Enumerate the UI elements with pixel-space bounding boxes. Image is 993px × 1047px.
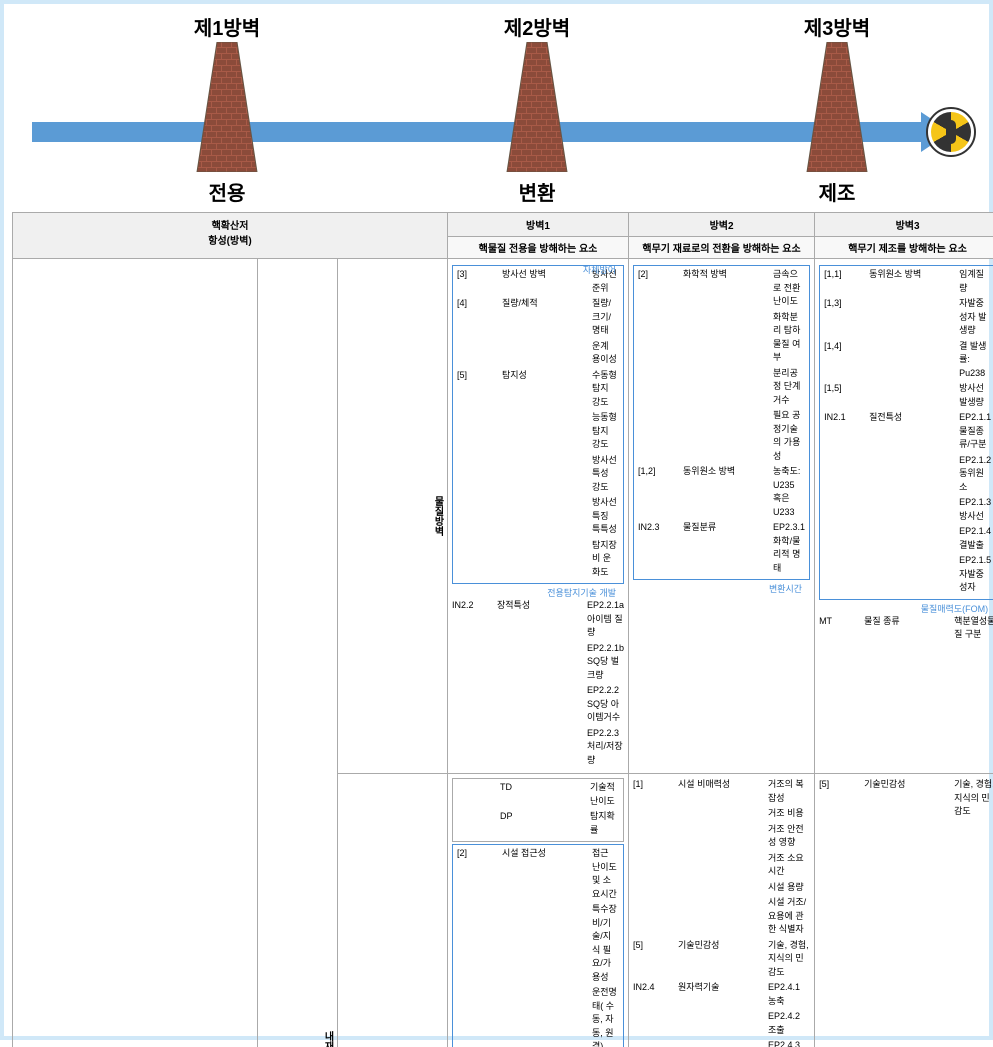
list-item: [1]시설 비매력성거조의 복잡성 [633,778,810,805]
top-diagram: 제1방벽 전용 제2방벽 변환 제3방벽 제조 [32,12,961,202]
corner-header: 핵확산저 항성(방벽) [13,213,448,259]
list-item: [1,2]동위원소 방벽농축도: U235 혹은 U233 [638,465,805,519]
c3-tech: [5]기술민감성기술, 경험, 지식의 민감도 [815,774,993,1047]
wall1-icon [192,42,262,172]
list-item: 시설 거조/요용에 관한 식별자 [633,896,810,937]
note-n1: 자체방어 [583,263,624,276]
list-item: [1,5]방사선 발생량 [824,382,991,409]
list-item: 필요 공정기술의 가용성 [638,409,805,463]
wall2-top-label: 제2방벽 [477,12,597,41]
list-item: [2]시설 접근성접근 난이도 및 소요시간 [457,847,619,901]
list-item: IN2.2장적특성EP2.2.1a 아이템 질량 [452,599,624,640]
c3-rest1: MT물질 종류핵분열성물질 구분 [819,615,993,642]
c3-material: [1,1]동위원소 방벽임계질량[1,3]자발중성자 발생량[1,4]결 발생률… [815,259,993,774]
c3-tech-list: [5]기술민감성기술, 경험, 지식의 민감도 [819,778,993,819]
list-item: EP2.1.4 결발출 [824,525,991,552]
subcol3: 핵무기 제조를 방해하는 요소 [815,237,993,259]
note-n2: 전용탐지기술 개발 [452,586,624,599]
list-item: IN2.1질전특성EP2.1.1 물질종류/구분 [824,411,991,452]
list-item: MT물질 종류핵분열성물질 구분 [819,615,993,642]
wall3-icon [802,42,872,172]
list-item: EP2.2.3 처리/저장량 [452,727,624,768]
col2-header: 방벽2 [629,213,815,237]
list-item: EP2.1.5 자발중성자 [824,554,991,595]
list-item: 방사선 특성 강도 [457,454,619,495]
wall3-top-label: 제3방벽 [777,12,897,41]
list-item: [1,4]결 발생률: Pu238 [824,340,991,381]
list-item: 분리공정 단계 거수 [638,367,805,408]
col1-header: 방벽1 [448,213,629,237]
c2-material: [2]화학적 방벽금속으로 전환 난이도화학분리 탐하물질 여부분리공정 단계 … [629,259,815,774]
list-item: TD기술적난이도 [455,781,621,808]
list-item: [4]질량/체적질량/크기/명태 [457,297,619,338]
subcol2: 핵무기 재료로의 전환을 방해하는 요소 [629,237,815,259]
list-item: [2]화학적 방벽금속으로 전환 난이도 [638,268,805,309]
c3-box1: [1,1]동위원소 방벽임계질량[1,3]자발중성자 발생량[1,4]결 발생률… [819,265,993,600]
c2-tech-list: [1]시설 비매력성거조의 복잡성거조 비용거조 안전성 영향거조 소요시간시설… [633,778,810,1047]
list-item: EP2.4.2 조출 [633,1010,810,1037]
wall2-icon [502,42,572,172]
list-item: 능동형 탐지 강도 [457,411,619,452]
arrow-line [32,122,931,142]
wall1-top-label: 제1방벽 [167,12,287,41]
page: 제1방벽 전용 제2방벽 변환 제3방벽 제조 핵확산저 항성(방벽) 방벽1 … [0,0,993,1040]
subcol1: 핵물질 전용을 방해하는 요소 [448,237,629,259]
c1-material: [3]방사선 방벽방사선 준위[4]질량/체적질량/크기/명태운계 용이성[5]… [448,259,629,774]
main-table: 핵확산저 항성(방벽) 방벽1 방벽2 방벽3 핵물질 전용을 방해하는 요소 … [12,212,993,1047]
list-item: 운계 용이성 [457,340,619,367]
list-item: 거조 비용 [633,807,810,821]
list-item: EP2.2.2 SQ당 아이템거수 [452,684,624,725]
wall3-bot-label: 제조 [777,177,897,206]
list-item: 운전명태( 수동, 자동, 원격) [457,986,619,1047]
c2-box1: [2]화학적 방벽금속으로 전환 난이도화학분리 탐하물질 여부분리공정 단계 … [633,265,810,580]
list-item: 시설 용량 [633,881,810,895]
wall1-bot-label: 전용 [167,177,287,206]
c2-tech: [1]시설 비매력성거조의 복잡성거조 비용거조 안전성 영향거조 소요시간시설… [629,774,815,1047]
list-item: 특수장비/기술/지식 필요/가용성 [457,903,619,984]
list-item: [1,1]동위원소 방벽임계질량 [824,268,991,295]
g1-label: 내재저항성 [258,259,338,1047]
wall2-bot-label: 변환 [477,177,597,206]
col3-header: 방벽3 [815,213,993,237]
note-n5: 물질매력도(FOM) [819,602,993,615]
bomb-icon [926,107,976,157]
outer-row-label: 핵확산 경로 목표 성공을 방해하는 요소 [13,259,258,1047]
c1-box1: [3]방사선 방벽방사선 준위[4]질량/체적질량/크기/명태운계 용이성[5]… [452,265,624,584]
g1a-label: 물질방벽 [338,259,448,774]
list-item: 거조 소요시간 [633,852,810,879]
list-item: 탐지장비 운화도 [457,539,619,580]
list-item: EP2.4.3 미신고조사 [633,1039,810,1047]
list-item: 방사선 특징 특특성 [457,496,619,537]
c1-tech-pre: TD기술적난이도DP탐지확률 [452,778,624,842]
list-item: EP2.1.3 방사선 [824,496,991,523]
list-item: [5]기술민감성기술, 경험, 지식의 민감도 [633,939,810,980]
list-item: [5]탐지성수동형 탐지 강도 [457,369,619,410]
list-item: EP2.1.2 동위원소 [824,454,991,495]
list-item: [5]기술민감성기술, 경험, 지식의 민감도 [819,778,993,819]
c1-tech: TD기술적난이도DP탐지확률 [2]시설 접근성접근 난이도 및 소요시간특수장… [448,774,629,1047]
c1-box2: [2]시설 접근성접근 난이도 및 소요시간특수장비/기술/지식 필요/가용성운… [452,844,624,1047]
note-n4: 변환시간 [633,582,810,595]
list-item: 화학분리 탐하물질 여부 [638,311,805,365]
list-item: [1,3]자발중성자 발생량 [824,297,991,338]
list-item: 거조 안전성 영향 [633,823,810,850]
g1b-label: 기술특성 [338,774,448,1047]
list-item: EP2.2.1b SQ당 벌크량 [452,642,624,683]
list-item: IN2.3물질분류EP2.3.1 화학/물리적 명태 [638,521,805,575]
list-item: DP탐지확률 [455,810,621,837]
c1-rest1: IN2.2장적특성EP2.2.1a 아이템 질량EP2.2.1b SQ당 벌크량… [452,599,624,767]
list-item: IN2.4원자력기술EP2.4.1 농축 [633,981,810,1008]
